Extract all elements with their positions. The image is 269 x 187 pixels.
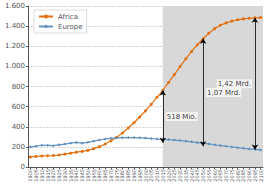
- svg-text:1.600: 1.600: [5, 2, 25, 10]
- svg-text:2090: 2090: [246, 169, 253, 182]
- svg-text:1935: 1935: [67, 169, 74, 182]
- svg-text:2020: 2020: [165, 169, 172, 182]
- svg-text:1900: 1900: [27, 169, 34, 182]
- svg-text:2035: 2035: [182, 169, 189, 182]
- svg-text:2085: 2085: [240, 169, 247, 182]
- svg-text:1995: 1995: [136, 169, 143, 182]
- svg-text:2000: 2000: [142, 169, 149, 182]
- svg-text:2025: 2025: [171, 169, 178, 182]
- svg-text:400: 400: [12, 123, 25, 131]
- svg-text:1.400: 1.400: [5, 22, 25, 30]
- svg-text:Europe: Europe: [58, 23, 83, 31]
- svg-text:1975: 1975: [113, 169, 120, 182]
- svg-text:2100: 2100: [258, 169, 264, 182]
- svg-text:1930: 1930: [61, 169, 68, 182]
- svg-text:Africa: Africa: [58, 13, 78, 21]
- svg-text:2060: 2060: [211, 169, 218, 182]
- svg-text:1.200: 1.200: [5, 42, 25, 50]
- svg-text:2055: 2055: [205, 169, 212, 182]
- svg-text:1990: 1990: [131, 169, 137, 182]
- svg-text:1960: 1960: [96, 169, 103, 182]
- svg-text:2095: 2095: [251, 169, 258, 182]
- svg-text:2075: 2075: [228, 169, 235, 182]
- svg-text:1,42 Mrd.: 1,42 Mrd.: [218, 80, 251, 88]
- svg-text:1980: 1980: [119, 169, 126, 182]
- svg-text:1955: 1955: [90, 169, 97, 182]
- svg-text:1965: 1965: [102, 169, 109, 182]
- svg-text:2010: 2010: [154, 169, 160, 182]
- svg-text:2005: 2005: [148, 169, 155, 182]
- svg-text:600: 600: [12, 103, 25, 111]
- svg-text:1985: 1985: [125, 169, 132, 182]
- svg-text:1905: 1905: [33, 169, 40, 182]
- svg-text:2065: 2065: [217, 169, 224, 182]
- svg-text:1945: 1945: [79, 169, 86, 182]
- svg-text:1940: 1940: [73, 169, 80, 182]
- svg-text:2070: 2070: [223, 169, 230, 182]
- svg-text:2030: 2030: [177, 169, 184, 182]
- svg-text:1970: 1970: [107, 169, 114, 182]
- svg-text:2015: 2015: [159, 169, 166, 182]
- svg-text:800: 800: [12, 83, 25, 91]
- svg-text:1950: 1950: [84, 169, 91, 182]
- svg-text:2040: 2040: [188, 169, 195, 182]
- svg-text:2045: 2045: [194, 169, 201, 182]
- svg-text:2050: 2050: [200, 169, 207, 182]
- svg-text:2080: 2080: [234, 169, 241, 182]
- svg-text:0: 0: [21, 163, 25, 171]
- svg-text:1910: 1910: [38, 169, 45, 182]
- svg-text:1925: 1925: [56, 169, 63, 182]
- svg-text:1915: 1915: [44, 169, 51, 182]
- svg-text:1,07 Mrd.: 1,07 Mrd.: [207, 89, 240, 97]
- svg-text:1.000: 1.000: [5, 62, 25, 70]
- svg-text:518 Mio.: 518 Mio.: [167, 113, 197, 121]
- svg-text:200: 200: [12, 143, 25, 151]
- svg-text:1920: 1920: [50, 169, 57, 182]
